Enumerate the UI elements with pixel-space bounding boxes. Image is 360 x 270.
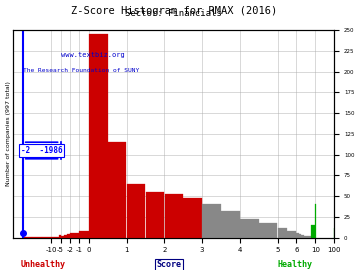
- Bar: [303, 236, 306, 238]
- Bar: [311, 225, 315, 238]
- Text: -2  -1986: -2 -1986: [21, 146, 62, 155]
- Bar: [57, 237, 59, 238]
- Bar: [297, 234, 299, 238]
- Bar: [146, 192, 164, 238]
- Bar: [42, 237, 51, 238]
- Bar: [55, 237, 57, 238]
- Bar: [221, 211, 240, 238]
- Text: Sector: Financials: Sector: Financials: [125, 9, 222, 18]
- Bar: [306, 236, 308, 238]
- Bar: [165, 194, 183, 238]
- Bar: [240, 219, 258, 238]
- Bar: [60, 236, 64, 238]
- Bar: [278, 228, 287, 238]
- Text: Unhealthy: Unhealthy: [21, 260, 66, 269]
- Bar: [108, 142, 126, 238]
- Bar: [259, 223, 278, 238]
- Bar: [51, 237, 53, 238]
- Bar: [67, 234, 70, 238]
- Bar: [183, 198, 202, 238]
- Text: Score: Score: [157, 260, 182, 269]
- Bar: [299, 234, 301, 238]
- Bar: [89, 34, 108, 238]
- Y-axis label: Number of companies (997 total): Number of companies (997 total): [5, 82, 10, 186]
- Text: Healthy: Healthy: [278, 260, 313, 269]
- Bar: [287, 231, 296, 238]
- Bar: [127, 184, 145, 238]
- Bar: [53, 237, 55, 238]
- Bar: [301, 235, 303, 238]
- Text: The Research Foundation of SUNY: The Research Foundation of SUNY: [23, 68, 139, 73]
- Bar: [23, 237, 32, 238]
- Bar: [32, 237, 41, 238]
- Text: www.textbiz.org: www.textbiz.org: [62, 52, 125, 58]
- Bar: [308, 236, 311, 238]
- Bar: [59, 235, 60, 238]
- Bar: [80, 231, 89, 238]
- Bar: [64, 235, 67, 238]
- Bar: [70, 234, 79, 238]
- Bar: [202, 204, 221, 238]
- Title: Z-Score Histogram for RMAX (2016): Z-Score Histogram for RMAX (2016): [71, 6, 277, 16]
